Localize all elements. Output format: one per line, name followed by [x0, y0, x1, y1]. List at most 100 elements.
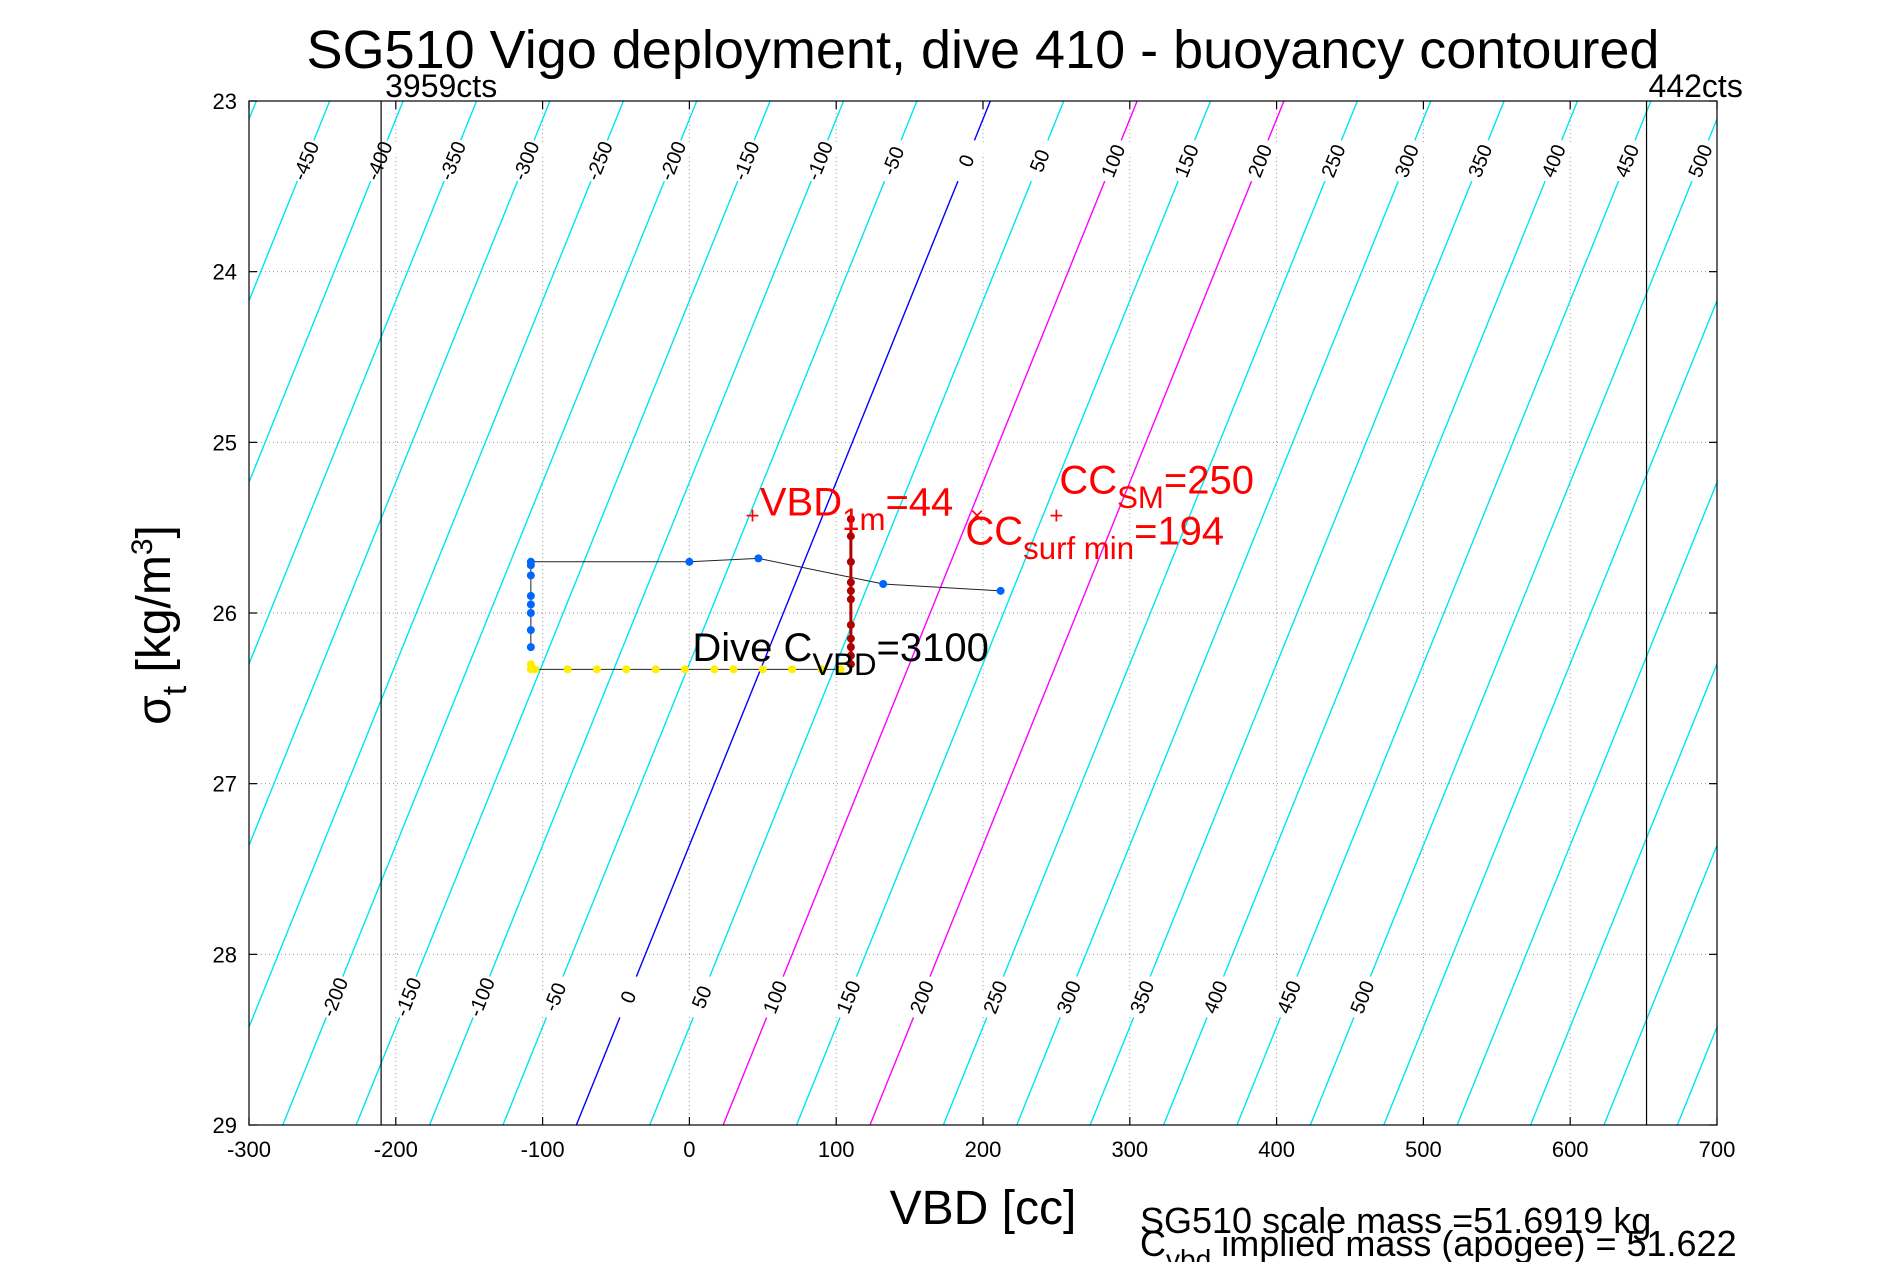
data-point	[729, 665, 738, 674]
dive-upper-track	[526, 554, 1005, 652]
x-tick-label: -300	[227, 1137, 271, 1162]
data-point	[622, 665, 631, 674]
annotation: CCSM=250	[1059, 459, 1254, 515]
contour-label-bg	[901, 971, 943, 1023]
data-point	[879, 579, 888, 588]
contour-label-bg	[974, 971, 1016, 1023]
contour-label-bg	[1386, 135, 1427, 187]
x-axis-label: VBD [cc]	[890, 1182, 1077, 1235]
contour-label-bg	[681, 971, 722, 1023]
contour-line	[1383, 298, 1717, 1125]
series-line	[530, 662, 841, 670]
marker: +	[1049, 503, 1063, 530]
x-tick-label: 300	[1111, 1137, 1148, 1162]
annotation: Dive CVBD=3100	[692, 626, 989, 682]
contour-line	[869, 101, 1285, 1125]
contour-line	[795, 101, 1212, 1125]
contour-label-bg	[1533, 135, 1574, 187]
x-tick-label: -100	[521, 1137, 565, 1162]
contour-line	[502, 101, 918, 1125]
footer-scale-mass: SG510 scale mass =51.6919 kg	[1140, 1200, 1651, 1241]
data-point	[846, 595, 855, 604]
data-point	[846, 660, 855, 669]
x-tick-label: 0	[683, 1137, 695, 1162]
data-point	[526, 600, 535, 609]
contour-line	[722, 101, 1138, 1125]
contour-line	[1309, 117, 1717, 1125]
contour-line	[249, 101, 478, 666]
contour-label-bg	[725, 135, 767, 187]
contour-label-bg	[358, 135, 400, 187]
x-tick-label: 600	[1552, 1137, 1589, 1162]
data-point	[651, 665, 660, 674]
contour-label-bg	[1092, 135, 1134, 187]
data-point	[526, 626, 535, 635]
contour-line	[249, 101, 331, 303]
contour-line	[1089, 101, 1505, 1125]
data-point	[846, 634, 855, 643]
data-point	[846, 586, 855, 595]
x-tick-label: 200	[965, 1137, 1002, 1162]
x-tick-label: 500	[1405, 1137, 1442, 1162]
vbd-limit-label: 3959cts	[385, 68, 497, 104]
dive-lower-track	[526, 660, 845, 674]
data-point	[836, 665, 845, 674]
contour-label-bg	[828, 971, 869, 1023]
contour-line	[1236, 101, 1652, 1125]
contour-line	[1529, 661, 1717, 1125]
contour-label-bg	[799, 135, 840, 187]
data-point	[680, 665, 689, 674]
data-point	[710, 665, 719, 674]
data-point	[685, 557, 694, 566]
buoyancy-contours	[249, 101, 1717, 1125]
annotation: CCsurf min=194	[965, 510, 1224, 566]
contour-label-bg	[314, 971, 355, 1023]
contour-label-bg	[1606, 135, 1648, 187]
contour-label-bg	[1341, 971, 1383, 1023]
contour-line	[249, 101, 404, 485]
x-tick-label: -200	[374, 1137, 418, 1162]
contour-label-bg	[1459, 135, 1501, 187]
marker: ×	[970, 503, 984, 530]
data-point	[526, 557, 535, 566]
contour-line	[249, 101, 551, 848]
y-tick-label: 26	[213, 601, 237, 626]
contour-label-bg	[607, 971, 649, 1023]
data-point	[526, 591, 535, 600]
contour-line	[942, 101, 1358, 1125]
contour-label-bg	[1239, 135, 1281, 187]
contour-line	[575, 101, 991, 1125]
data-point	[846, 578, 855, 587]
contour-line	[1456, 480, 1717, 1125]
contour-label-bg	[1268, 971, 1310, 1023]
y-axis-label: σt [kg/m3]	[126, 525, 194, 725]
x-tick-label: 400	[1258, 1137, 1295, 1162]
x-tick-label: 700	[1699, 1137, 1736, 1162]
data-point	[846, 643, 855, 652]
data-point	[758, 665, 767, 674]
contour-label-bg	[872, 135, 914, 187]
y-tick-label: 25	[213, 430, 237, 455]
contour-label-bg	[1121, 971, 1163, 1023]
y-tick-label: 29	[213, 1113, 237, 1138]
data-point	[531, 665, 540, 674]
data-point	[996, 586, 1005, 595]
axes	[248, 100, 1718, 1126]
data-point	[846, 515, 855, 524]
data-point	[788, 665, 797, 674]
data-point	[846, 651, 855, 660]
climb-column	[846, 515, 855, 669]
contour-line	[649, 101, 1065, 1125]
vbd-limit-label: 442cts	[1649, 68, 1743, 104]
data-point	[817, 665, 826, 674]
contour-label-bg	[945, 135, 987, 187]
contour-label-bg	[1679, 135, 1721, 187]
y-tick-label: 28	[213, 942, 237, 967]
contour-label-bg	[754, 971, 796, 1023]
y-tick-label: 23	[213, 89, 237, 114]
data-point	[526, 571, 535, 580]
contour-line	[428, 101, 845, 1125]
contour-line	[355, 101, 771, 1125]
contour-label-bg	[534, 971, 576, 1023]
